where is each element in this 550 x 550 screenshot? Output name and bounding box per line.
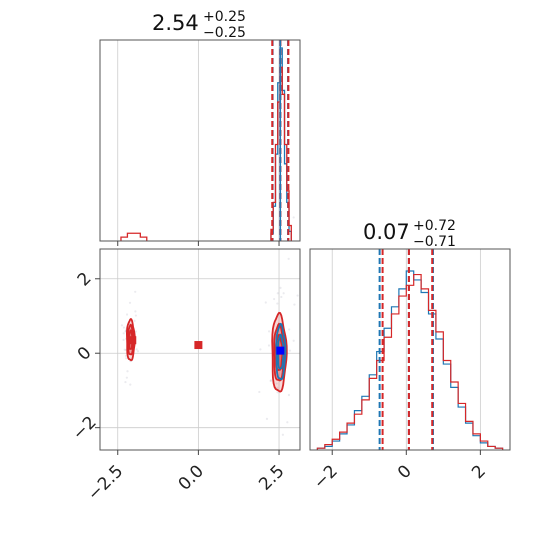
tick-label-x-right: 2 xyxy=(468,461,490,483)
scatter-point xyxy=(134,314,137,317)
scatter-point xyxy=(123,348,126,351)
tick-label-x: 0.0 xyxy=(175,461,208,494)
scatter-point xyxy=(282,292,285,295)
histogram-y-series xyxy=(316,273,504,450)
scatter-point xyxy=(267,344,271,347)
histogram-x-frame xyxy=(99,39,301,242)
scatter-point xyxy=(265,417,269,420)
scatter-point xyxy=(134,330,138,333)
title-param-x-plus: +0.25 xyxy=(203,9,246,25)
scatter-panel: −2.5 0.0 2.5 −2 0 2 xyxy=(69,216,301,505)
scatter-point xyxy=(120,324,124,327)
scatter-point xyxy=(287,393,291,397)
scatter-point xyxy=(267,330,271,333)
title-param-y: 0.07 xyxy=(363,220,410,244)
scatter-point xyxy=(288,349,292,352)
scatter-point xyxy=(134,310,137,313)
scatter-point xyxy=(264,301,267,304)
scatter-point xyxy=(269,379,273,382)
scatter-point xyxy=(125,313,129,316)
tick-label-y: 0 xyxy=(74,343,96,365)
scatter-point xyxy=(276,292,279,295)
title-param-x-minus: −0.25 xyxy=(203,25,246,41)
scatter-point xyxy=(133,319,136,322)
scatter-point xyxy=(269,379,272,383)
scatter-point xyxy=(281,433,284,436)
scatter-point xyxy=(286,421,289,424)
scatter-point xyxy=(293,303,296,306)
scatter-point xyxy=(122,326,126,329)
scatter-point xyxy=(276,391,279,394)
scatter-point xyxy=(279,286,282,289)
scatter-point xyxy=(287,257,290,260)
scatter-point xyxy=(136,350,140,353)
histogram-panel-y: −2 0 2 xyxy=(309,248,511,493)
scatter-point xyxy=(124,380,127,384)
tick-label-x: −2.5 xyxy=(84,461,127,504)
scatter-point xyxy=(276,302,279,305)
scatter-point xyxy=(258,390,261,394)
scatter-point xyxy=(276,386,279,389)
scatter-point xyxy=(122,338,125,341)
histogram-y-frame xyxy=(309,248,511,451)
scatter-frame xyxy=(99,248,301,451)
red-marker xyxy=(128,336,137,345)
red-marker-origin xyxy=(194,341,203,350)
tick-label-y: −2 xyxy=(69,412,101,444)
title-param-y-plus: +0.72 xyxy=(413,218,456,234)
scatter-point xyxy=(292,339,295,342)
scatter-point xyxy=(122,332,125,335)
scatter-point xyxy=(125,376,128,379)
tick-label-x: 2.5 xyxy=(255,461,288,494)
scatter-point xyxy=(280,295,283,299)
scatter-point xyxy=(288,328,291,331)
histogram-y-series xyxy=(316,270,504,450)
scatter-point xyxy=(128,301,132,304)
scatter-point xyxy=(275,382,278,385)
scatter-point xyxy=(124,354,128,358)
histogram-x-secondary-mode xyxy=(120,232,148,241)
scatter-point xyxy=(135,348,138,351)
scatter-point xyxy=(129,383,132,386)
tick-label-x-right: −2 xyxy=(310,461,342,493)
blue-truth-marker xyxy=(276,346,285,355)
title-param-y-minus: −0.71 xyxy=(413,234,456,250)
tick-label-x-right: 0 xyxy=(394,461,416,483)
scatter-point xyxy=(125,357,128,360)
histogram-panel-x xyxy=(99,39,301,246)
scatter-point xyxy=(126,370,129,373)
scatter-point xyxy=(296,294,299,297)
scatter-point xyxy=(273,297,276,301)
tick-label-y: 2 xyxy=(74,269,96,291)
title-param-x: 2.54 xyxy=(152,11,199,35)
scatter-point xyxy=(134,290,137,293)
scatter-point xyxy=(292,216,295,219)
scatter-point xyxy=(259,348,262,351)
